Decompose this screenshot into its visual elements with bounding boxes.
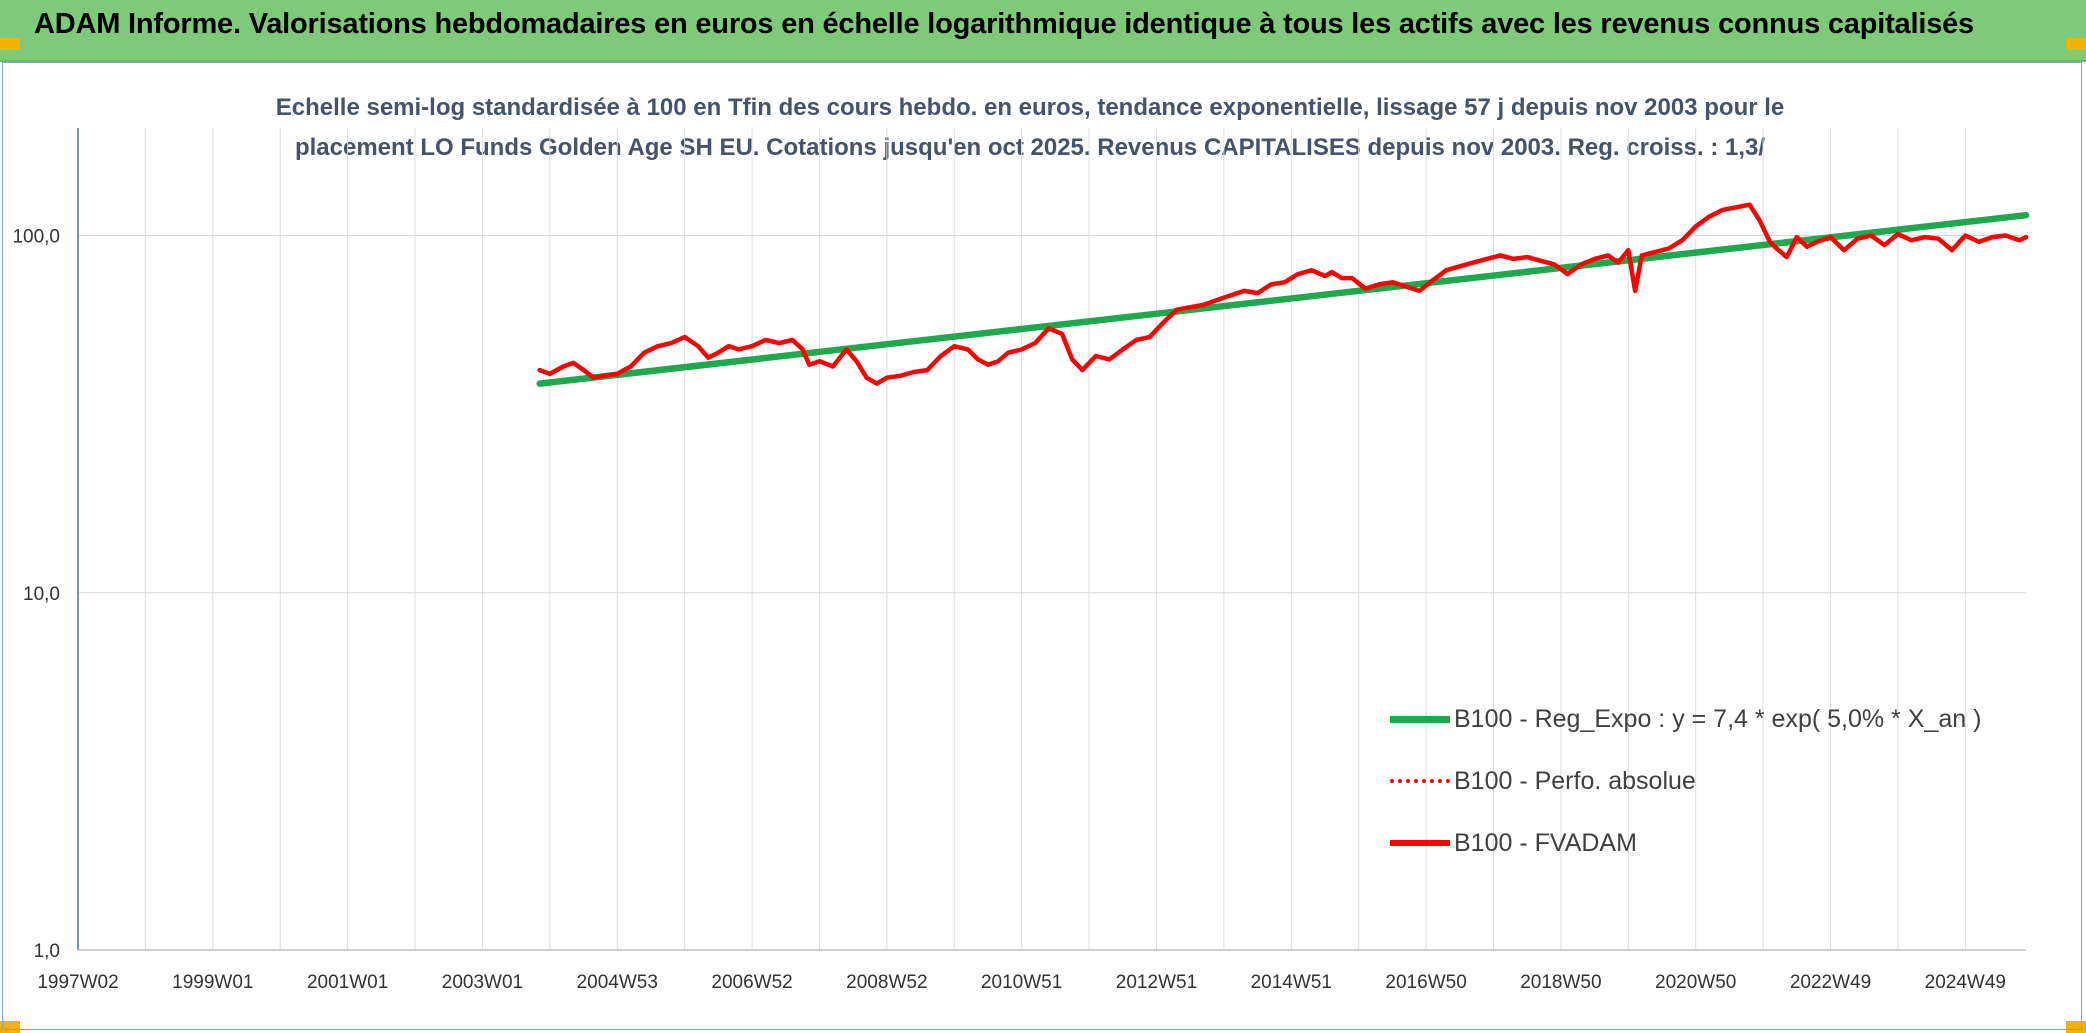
chart-title-line-1: Echelle semi-log standardisée à 100 en T… (275, 94, 1785, 121)
chart-title-line-2: placement LO Funds Golden Age SH EU. Cot… (294, 134, 1766, 161)
x-tick-label: 2020W50 (1655, 972, 1736, 993)
legend: B100 - Reg_Expo : y = 7,4 * exp( 5,0% * … (1390, 688, 1981, 874)
y-tick-label: 1,0 (34, 941, 60, 962)
x-tick-label: 2001W01 (307, 972, 388, 993)
corner-mark-bottom-left (0, 1021, 20, 1033)
y-tick-label: 100,0 (12, 227, 60, 248)
x-tick-label: 2018W50 (1520, 972, 1601, 993)
x-tick-label: 2016W50 (1385, 972, 1466, 993)
series-layer (536, 202, 2030, 387)
legend-item-fvadam: B100 - FVADAM (1390, 812, 1981, 874)
legend-swatch-perfo (1390, 779, 1450, 783)
x-tick-label: 1997W02 (37, 972, 118, 993)
legend-label-perfo: B100 - Perfo. absolue (1454, 766, 1696, 795)
x-tick-label: 2004W53 (577, 972, 658, 993)
corner-mark-top-left (0, 38, 20, 50)
x-tick-label: 2010W51 (981, 972, 1062, 993)
page-title: ADAM Informe. Valorisations hebdomadaire… (34, 8, 1974, 40)
x-tick-label: 2022W49 (1790, 972, 1871, 993)
x-tick-label: 2012W51 (1116, 972, 1197, 993)
x-tick-label: 2006W52 (711, 972, 792, 993)
legend-swatch-regression (1390, 715, 1450, 723)
x-tick-label: 2003W01 (442, 972, 523, 993)
legend-label-fvadam: B100 - FVADAM (1454, 828, 1637, 857)
series-fvadam-line (537, 202, 2029, 386)
header-banner: ADAM Informe. Valorisations hebdomadaire… (0, 0, 2086, 62)
x-tick-label: 2008W52 (846, 972, 927, 993)
x-tick-label: 2024W49 (1925, 972, 2006, 993)
axes (77, 128, 2026, 951)
chart-title: Echelle semi-log standardisée à 100 en T… (180, 88, 1880, 168)
series-regression-line (536, 211, 2030, 387)
corner-mark-top-right (2066, 38, 2086, 50)
legend-item-regression: B100 - Reg_Expo : y = 7,4 * exp( 5,0% * … (1390, 688, 1981, 750)
legend-swatch-fvadam (1390, 840, 1450, 846)
x-tick-label: 1999W01 (172, 972, 253, 993)
y-tick-label: 10,0 (23, 584, 60, 605)
gridlines (77, 128, 2026, 951)
tick-labels: 100,0 10,0 1,0 1997W02 1999W01 2001W01 2003W01… (12, 227, 2006, 993)
x-tick-label: 2014W51 (1251, 972, 1332, 993)
legend-item-perfo: B100 - Perfo. absolue (1390, 750, 1981, 812)
legend-label-regression: B100 - Reg_Expo : y = 7,4 * exp( 5,0% * … (1454, 704, 1982, 733)
